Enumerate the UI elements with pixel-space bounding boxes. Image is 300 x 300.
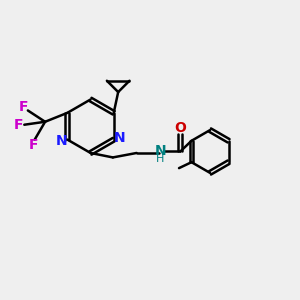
Text: F: F	[28, 138, 38, 152]
Text: N: N	[113, 131, 125, 145]
Text: H: H	[156, 154, 165, 164]
Text: F: F	[14, 118, 23, 132]
Text: F: F	[18, 100, 28, 115]
Text: N: N	[154, 145, 166, 158]
Text: O: O	[174, 121, 186, 135]
Text: N: N	[56, 134, 68, 148]
